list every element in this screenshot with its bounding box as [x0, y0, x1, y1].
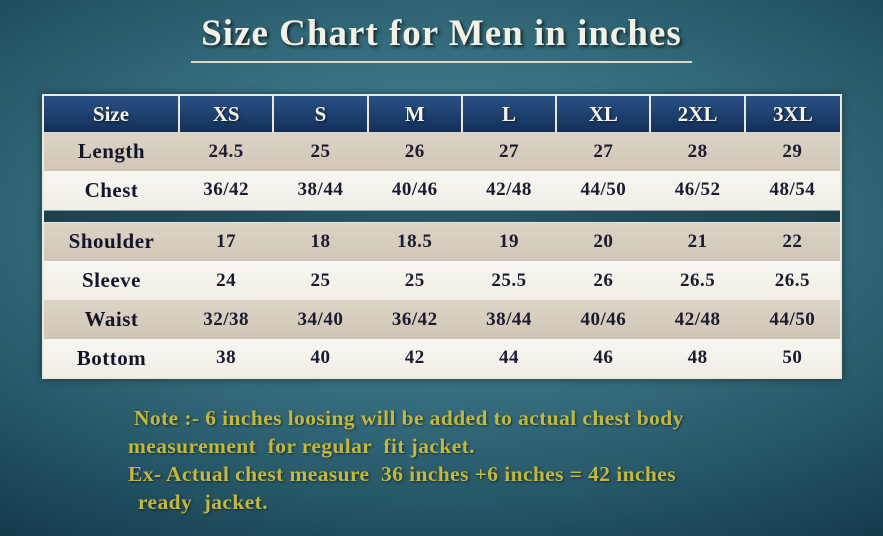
size-chart-table: Size XS S M L XL 2XL 3XL Length 24.5 25 26 27 27 28 29 C… — [42, 94, 842, 379]
col-header-xl: XL — [555, 95, 651, 132]
cell-value: 24 — [216, 269, 237, 291]
cell-value: 18.5 — [397, 230, 433, 252]
cell-value: 42/48 — [674, 308, 721, 330]
page-title: Size Chart for Men in inches — [191, 12, 692, 63]
table-row-chest: Chest 36/42 38/44 40/46 42/48 44/50 46/52 48/54 — [43, 171, 841, 210]
col-header-size: Size — [43, 95, 179, 132]
note-line: Note :- 6 inches loosing will be added t… — [134, 406, 684, 430]
table-group-divider — [43, 209, 841, 223]
title-container: Size Chart for Men in inches — [0, 12, 883, 63]
cell-value: 27 — [499, 140, 520, 162]
col-header-2xl: 2XL — [649, 95, 745, 132]
note-line: measurement for regular fit jacket. — [128, 434, 475, 458]
cell-value: 50 — [782, 347, 803, 368]
cell-value: 25 — [404, 269, 425, 291]
table-row-bottom: Bottom 38 40 42 44 46 48 50 — [43, 339, 841, 378]
table-header-row: Size XS S M L XL 2XL 3XL — [43, 95, 841, 132]
col-header-3xl: 3XL — [743, 95, 841, 132]
cell-value: 19 — [499, 230, 520, 252]
size-chart-table-container: Size XS S M L XL 2XL 3XL Length 24.5 25 26 27 27 28 29 C… — [42, 94, 842, 379]
cell-value: 26 — [593, 269, 614, 291]
cell-value: 22 — [782, 230, 803, 252]
col-header-m: M — [366, 95, 462, 132]
cell-value: 38/44 — [486, 308, 532, 330]
cell-value: 24.5 — [208, 140, 244, 162]
row-label: Shoulder — [68, 229, 155, 254]
cell-value: 40/46 — [580, 308, 627, 330]
note-line: Ex- Actual chest measure 36 inches +6 in… — [128, 462, 676, 486]
cell-value: 44 — [499, 347, 520, 368]
cell-value: 25.5 — [491, 269, 527, 291]
col-header-xs: XS — [177, 95, 274, 132]
row-label: Waist — [84, 307, 139, 331]
row-label: Chest — [84, 177, 139, 202]
table-row-sleeve: Sleeve 24 25 25 25.5 26 26.5 26.5 — [43, 261, 841, 300]
cell-value: 17 — [216, 230, 237, 252]
cell-value: 26.5 — [680, 269, 716, 291]
cell-value: 21 — [687, 230, 708, 252]
cell-value: 40/46 — [391, 179, 438, 201]
cell-value: 40 — [310, 347, 331, 368]
cell-value: 27 — [593, 140, 614, 162]
col-header-s: S — [272, 95, 368, 132]
table-row-waist: Waist 32/38 34/40 36/42 38/44 40/46 42/48 44/50 — [43, 300, 841, 339]
cell-value: 32/38 — [203, 308, 250, 330]
note-line: ready jacket. — [138, 490, 268, 514]
cell-value: 48/54 — [769, 179, 816, 201]
cell-value: 44/50 — [580, 179, 627, 201]
cell-value: 36/42 — [391, 308, 438, 330]
row-label: Bottom — [76, 345, 147, 370]
cell-value: 38 — [216, 347, 237, 368]
row-label: Length — [77, 139, 146, 163]
cell-value: 26.5 — [774, 269, 811, 291]
col-header-l: L — [460, 95, 557, 132]
cell-value: 46 — [593, 347, 614, 368]
cell-value: 26 — [404, 140, 425, 162]
cell-value: 44/50 — [769, 308, 816, 330]
cell-value: 36/42 — [203, 179, 250, 201]
table-row-length: Length 24.5 25 26 27 27 28 29 — [43, 132, 841, 171]
cell-value: 42 — [404, 347, 425, 368]
cell-value: 46/52 — [674, 179, 721, 201]
cell-value: 28 — [687, 140, 708, 162]
row-label: Sleeve — [82, 268, 141, 292]
cell-value: 25 — [310, 140, 331, 162]
cell-value: 25 — [310, 269, 331, 291]
cell-value: 38/44 — [297, 179, 344, 201]
table-row-shoulder: Shoulder 17 18 18.5 19 20 21 22 — [43, 222, 841, 261]
cell-value: 18 — [310, 230, 331, 252]
cell-value: 29 — [782, 140, 803, 162]
cell-value: 48 — [687, 347, 708, 368]
cell-value: 42/48 — [486, 179, 532, 201]
note-text: Note :- 6 inches loosing will be added t… — [128, 404, 788, 516]
cell-value: 34/40 — [297, 308, 344, 330]
cell-value: 20 — [593, 230, 614, 252]
